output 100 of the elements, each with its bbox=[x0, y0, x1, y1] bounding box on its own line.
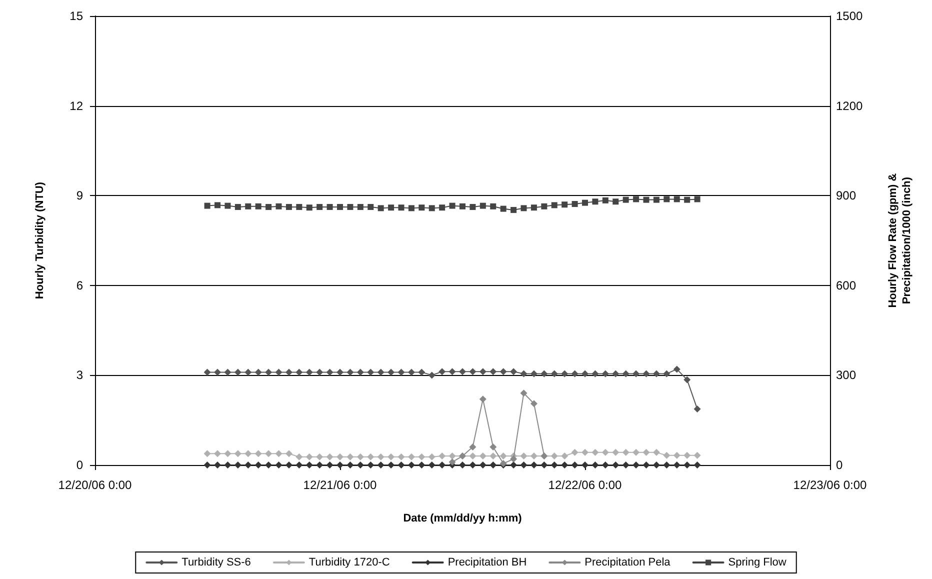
point bbox=[438, 368, 446, 376]
point bbox=[652, 448, 660, 456]
point bbox=[674, 196, 680, 202]
point bbox=[378, 205, 384, 212]
point bbox=[367, 453, 374, 460]
point bbox=[448, 458, 456, 466]
point bbox=[541, 203, 548, 210]
point bbox=[622, 462, 630, 468]
point bbox=[500, 206, 506, 212]
point bbox=[214, 450, 221, 458]
point bbox=[561, 462, 568, 468]
point bbox=[694, 452, 701, 459]
point bbox=[254, 368, 262, 376]
point bbox=[398, 453, 405, 460]
legend-label: Precipitation Pela bbox=[584, 556, 672, 568]
point bbox=[428, 453, 436, 460]
point bbox=[234, 450, 242, 458]
point bbox=[448, 452, 456, 460]
point bbox=[652, 370, 660, 378]
point bbox=[254, 450, 262, 458]
point bbox=[367, 368, 374, 376]
point bbox=[388, 204, 394, 211]
point bbox=[296, 204, 302, 210]
point bbox=[664, 196, 670, 202]
y-tick-label: 6 bbox=[76, 278, 84, 292]
point bbox=[214, 462, 221, 468]
point bbox=[582, 462, 588, 468]
point bbox=[694, 406, 701, 413]
point bbox=[234, 204, 241, 210]
point bbox=[602, 370, 609, 378]
point bbox=[418, 462, 426, 468]
point bbox=[296, 368, 303, 376]
legend-label: Precipitation BH bbox=[448, 556, 527, 568]
point bbox=[408, 462, 415, 468]
point bbox=[204, 202, 210, 209]
point bbox=[643, 196, 650, 203]
point bbox=[550, 452, 558, 460]
point bbox=[572, 200, 578, 207]
point bbox=[592, 462, 599, 468]
point bbox=[275, 450, 282, 458]
point bbox=[632, 448, 640, 456]
point bbox=[479, 462, 486, 468]
point bbox=[490, 462, 497, 468]
point bbox=[592, 370, 599, 378]
point bbox=[285, 450, 292, 458]
point bbox=[582, 448, 588, 456]
point bbox=[540, 462, 548, 468]
point bbox=[336, 368, 344, 376]
point bbox=[550, 370, 558, 378]
point bbox=[388, 368, 395, 376]
point bbox=[612, 462, 620, 468]
point bbox=[479, 452, 486, 460]
point bbox=[356, 368, 364, 376]
x-tick-label: 12/21/06 0:00 bbox=[303, 478, 378, 492]
x-axis-title: Date (mm/dd/yy h:mm) bbox=[403, 512, 522, 524]
point bbox=[510, 456, 518, 463]
point bbox=[510, 462, 518, 468]
point bbox=[408, 368, 415, 376]
point bbox=[204, 462, 211, 468]
point bbox=[438, 452, 446, 460]
point bbox=[296, 462, 303, 468]
point bbox=[439, 204, 446, 211]
x-tick-label: 12/23/06 0:00 bbox=[793, 478, 868, 492]
point bbox=[316, 453, 324, 460]
point bbox=[460, 203, 466, 210]
point bbox=[326, 204, 333, 210]
point bbox=[356, 462, 364, 468]
point bbox=[265, 368, 272, 376]
point bbox=[490, 368, 497, 376]
point bbox=[408, 205, 414, 212]
point bbox=[368, 204, 374, 210]
point bbox=[510, 368, 518, 376]
point bbox=[612, 198, 619, 205]
point bbox=[684, 376, 691, 384]
point bbox=[602, 448, 609, 456]
point bbox=[244, 462, 252, 468]
x-tick-label: 12/22/06 0:00 bbox=[548, 478, 622, 492]
y-axis-title: Hourly Turbidity (NTU) bbox=[34, 182, 46, 300]
point bbox=[602, 462, 609, 468]
point bbox=[224, 462, 232, 468]
point bbox=[632, 462, 640, 468]
point bbox=[480, 202, 486, 209]
point bbox=[408, 453, 415, 460]
point bbox=[244, 368, 252, 376]
point bbox=[265, 450, 272, 458]
point bbox=[275, 368, 282, 376]
point bbox=[663, 452, 670, 459]
point bbox=[561, 452, 568, 460]
point bbox=[418, 368, 426, 376]
legend-label: Turbidity 1720-C bbox=[308, 556, 390, 568]
point bbox=[214, 368, 221, 376]
point bbox=[265, 462, 272, 468]
point bbox=[388, 462, 395, 468]
point bbox=[500, 368, 507, 376]
point bbox=[296, 453, 303, 460]
point bbox=[490, 444, 497, 451]
point bbox=[622, 196, 629, 203]
point bbox=[582, 200, 588, 206]
point bbox=[520, 370, 528, 378]
point bbox=[266, 204, 272, 210]
